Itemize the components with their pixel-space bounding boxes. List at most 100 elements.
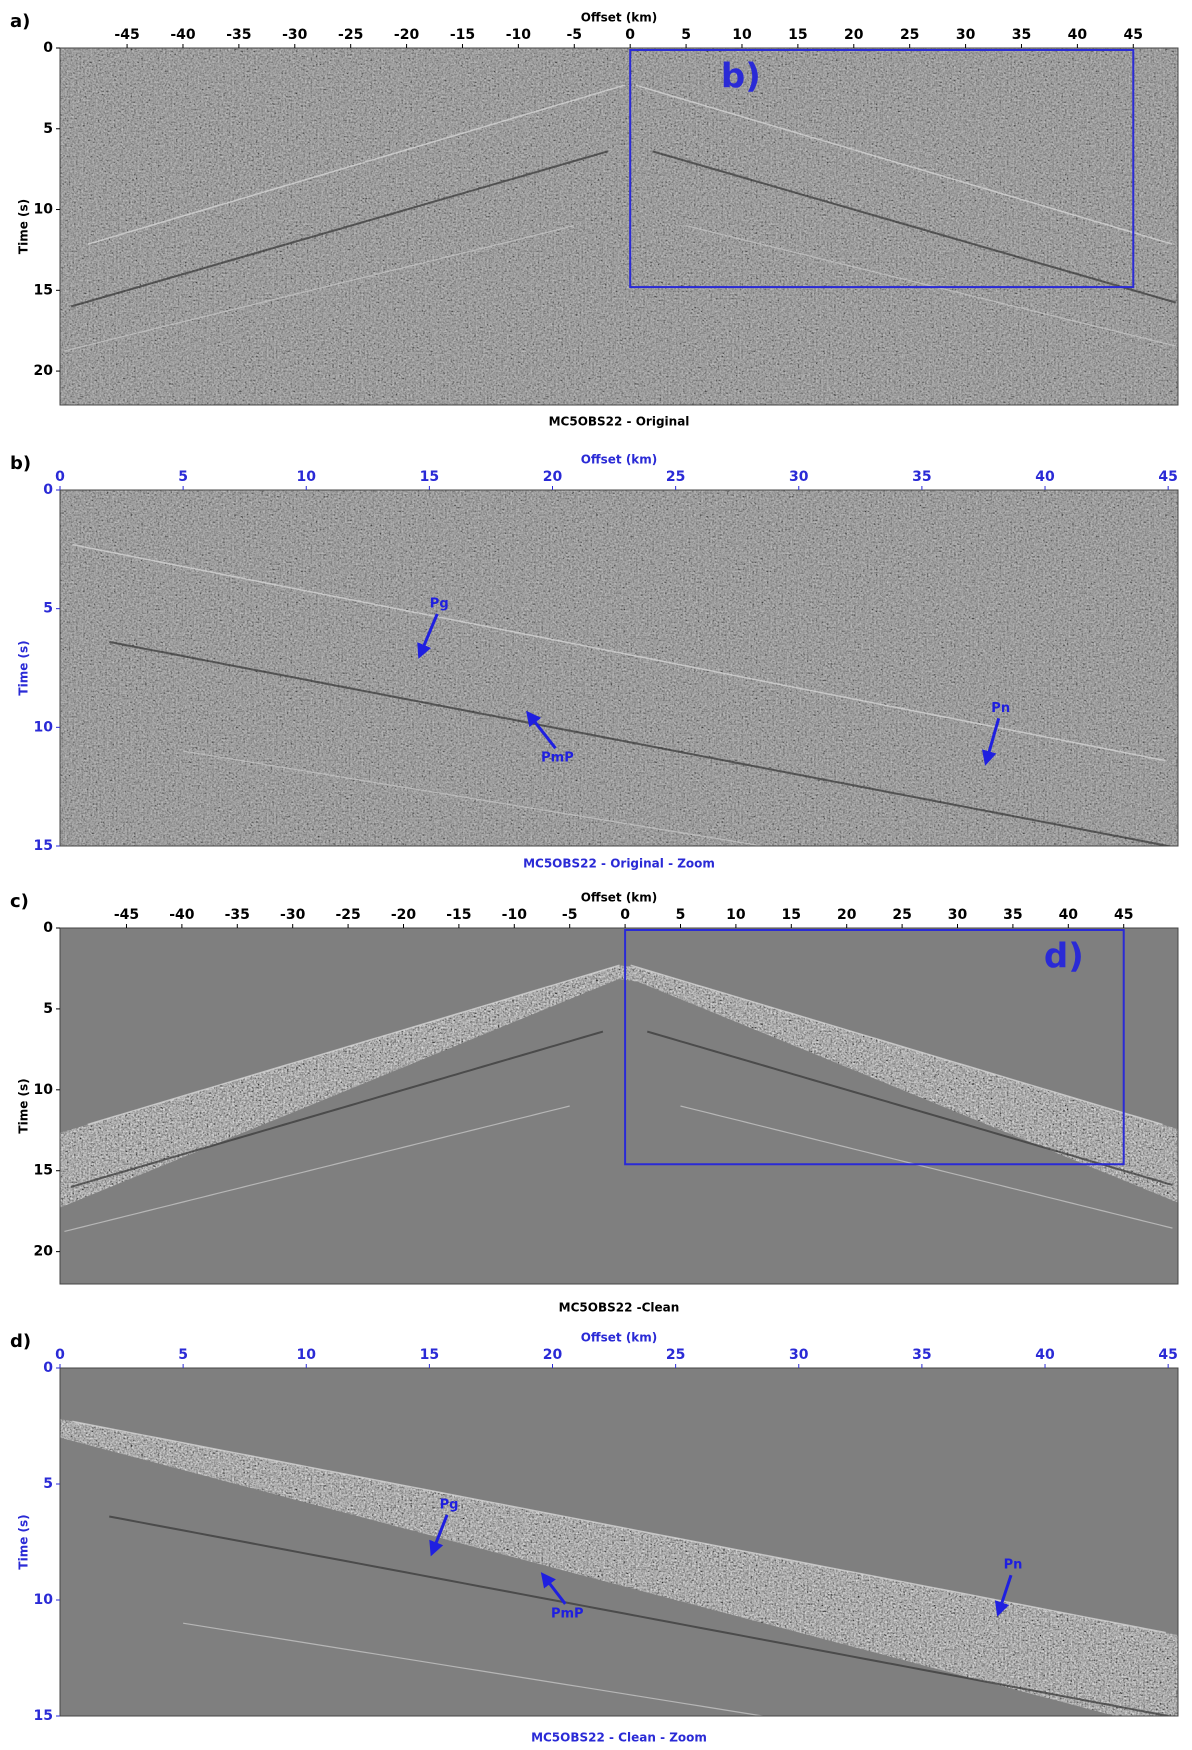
x-tick-label: 0 <box>620 907 630 923</box>
y-tick-label: 10 <box>34 1592 54 1608</box>
panel-title: MC5OBS22 - Original - Zoom <box>523 857 715 871</box>
seismic-event <box>630 964 1163 1126</box>
noise <box>60 490 1178 846</box>
x-tick-label: -10 <box>502 907 528 923</box>
x-tick-label: 15 <box>782 907 801 923</box>
x-tick-label: 45 <box>1158 1347 1177 1363</box>
x-tick-label: 40 <box>1059 907 1079 923</box>
x-tick-label: 5 <box>676 907 686 923</box>
x-tick-label: -30 <box>280 907 306 923</box>
x-tick-label: -10 <box>506 27 532 43</box>
y-axis-label: Time (s) <box>17 1514 31 1569</box>
x-tick-label: 35 <box>912 469 931 485</box>
x-tick-label: -40 <box>170 27 196 43</box>
y-tick-label: 15 <box>34 1708 53 1724</box>
x-tick-label: 0 <box>55 1347 65 1363</box>
seismic-event <box>70 150 609 308</box>
panel-label: c) <box>10 891 29 912</box>
panel-title: MC5OBS22 - Original <box>549 415 690 429</box>
panel: d) Offset (km) Time (s) MC5OBS22 - Clean - … <box>10 1331 1179 1745</box>
x-tick-label: 20 <box>837 907 857 923</box>
seismic-event <box>87 84 625 245</box>
annotation-arrow <box>540 1572 567 1605</box>
zoom-box <box>624 929 1125 1166</box>
panel-label: a) <box>10 11 30 32</box>
zoom-box <box>629 49 1135 289</box>
y-axis-label: Time (s) <box>17 1078 31 1133</box>
y-tick-label: 0 <box>43 1360 53 1376</box>
annotation-arrow <box>429 1514 449 1557</box>
x-tick-label: -5 <box>566 27 582 43</box>
annotation-label: PmP <box>551 1606 584 1621</box>
x-tick-label: -25 <box>338 27 363 43</box>
x-tick-label: -40 <box>169 907 195 923</box>
x-tick-label: 10 <box>297 1347 317 1363</box>
x-tick-label: 35 <box>1003 907 1022 923</box>
y-tick-label: 5 <box>43 601 53 617</box>
x-tick-label: 45 <box>1114 907 1133 923</box>
seismic-event <box>64 1105 570 1233</box>
x-tick-label: 10 <box>726 907 746 923</box>
x-tick-label: 15 <box>420 469 439 485</box>
x-axis-label: Offset (km) <box>581 11 658 25</box>
x-tick-label: -35 <box>226 27 251 43</box>
plot-frame <box>59 47 1179 406</box>
annotation-label: Pg <box>430 596 449 611</box>
seismic-event <box>109 640 1174 846</box>
x-tick-label: 30 <box>789 469 809 485</box>
seismic-event <box>646 1030 1173 1186</box>
annotation-label: Pn <box>991 701 1010 716</box>
x-tick-label: -30 <box>282 27 308 43</box>
panel-title: MC5OBS22 - Clean - Zoom <box>531 1731 707 1745</box>
y-tick-label: 15 <box>34 282 53 298</box>
seismic-event <box>652 150 1177 304</box>
x-tick-label: -20 <box>394 27 420 43</box>
y-tick-label: 5 <box>43 1476 53 1492</box>
x-tick-label: -35 <box>225 907 250 923</box>
annotation-arrow <box>417 613 439 659</box>
y-tick-label: 10 <box>34 202 54 218</box>
panel-title: MC5OBS22 -Clean <box>559 1301 680 1315</box>
y-tick-label: 0 <box>43 482 53 498</box>
x-tick-label: 5 <box>178 1347 188 1363</box>
x-tick-label: 5 <box>681 27 691 43</box>
x-tick-label: -20 <box>391 907 417 923</box>
plot-frame <box>59 489 1179 847</box>
x-tick-label: -25 <box>335 907 360 923</box>
noise-layer <box>60 48 1178 405</box>
x-tick-label: -45 <box>114 27 139 43</box>
x-tick-label: 30 <box>948 907 968 923</box>
x-tick-label: 45 <box>1158 469 1177 485</box>
plot-frame <box>59 1367 1179 1717</box>
y-axis-label: Time (s) <box>17 640 31 695</box>
zoom-box-label: d) <box>1044 937 1084 977</box>
y-tick-label: 15 <box>34 1163 53 1179</box>
x-tick-label: 40 <box>1035 1347 1055 1363</box>
panel: c) Offset (km) Time (s) MC5OBS22 -Clean -45 -… <box>10 891 1179 1315</box>
x-tick-label: 30 <box>789 1347 809 1363</box>
x-tick-label: 10 <box>732 27 752 43</box>
y-tick-label: 10 <box>34 1082 54 1098</box>
x-tick-label: 0 <box>55 469 65 485</box>
x-tick-label: -15 <box>450 27 475 43</box>
annotation-arrow <box>982 717 1001 766</box>
x-tick-label: -15 <box>446 907 471 923</box>
y-axis-label: Time (s) <box>17 199 31 254</box>
x-tick-label: 30 <box>956 27 976 43</box>
y-tick-label: 5 <box>43 121 53 137</box>
x-tick-label: 40 <box>1068 27 1088 43</box>
y-tick-label: 20 <box>34 363 54 379</box>
panel: a) Offset (km) Time (s) MC5OBS22 - Original… <box>10 11 1179 429</box>
x-tick-label: 15 <box>788 27 807 43</box>
seismic-event <box>635 84 1173 245</box>
x-tick-label: -5 <box>562 907 578 923</box>
seismic-event <box>64 225 575 352</box>
panel-label: b) <box>10 453 31 474</box>
x-tick-label: 25 <box>900 27 919 43</box>
plot-frame <box>59 927 1179 1285</box>
x-tick-label: 10 <box>297 469 317 485</box>
x-tick-label: 25 <box>892 907 911 923</box>
annotation-arrow <box>994 1574 1013 1617</box>
seismic-event <box>70 1030 604 1188</box>
x-tick-label: 15 <box>420 1347 439 1363</box>
